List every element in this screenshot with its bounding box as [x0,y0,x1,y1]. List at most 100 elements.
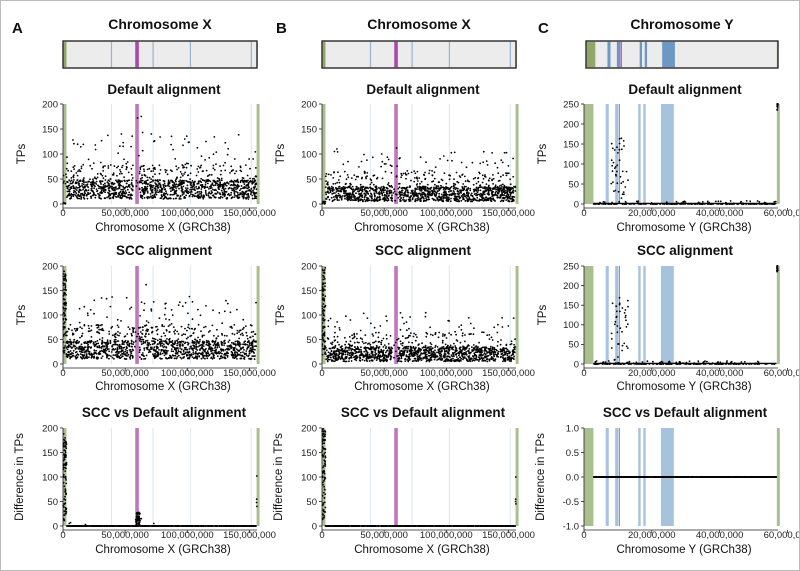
data-point [113,192,115,195]
data-point [245,190,248,193]
x-axis-label: Chromosome X (GRCh38) [95,381,231,393]
data-point [117,187,119,190]
data-point [117,165,120,168]
ideogram-border [62,40,258,69]
data-point [69,338,71,341]
data-point [79,336,81,339]
data-point [184,341,187,344]
data-point [507,186,509,189]
data-point [407,191,410,194]
data-point [485,196,488,199]
data-point [370,193,373,196]
data-point [115,351,117,354]
data-point [141,176,144,179]
data-point [204,186,207,189]
data-point [228,186,231,189]
data-point [148,342,150,345]
data-point [434,199,437,202]
data-point [146,330,149,333]
data-point [239,351,242,354]
data-point [328,186,330,189]
data-point [195,185,198,188]
data-point [496,196,499,198]
x-tick-label: 50,000,000 [101,530,149,541]
data-point [502,200,505,203]
data-point [172,181,174,183]
data-point [139,326,142,329]
data-point [143,164,145,167]
data-point [181,186,183,189]
data-point [64,477,67,479]
data-point [241,328,244,331]
region-band-centromere [394,104,398,204]
data-point [116,166,118,169]
data-point [194,355,197,358]
data-point [129,349,132,351]
data-point [235,348,238,351]
data-point [431,174,434,177]
data-point [170,348,173,350]
region-band-ampliconic [509,104,511,204]
data-point [67,327,70,330]
data-point [397,187,400,190]
data-point [164,188,167,191]
data-point [226,345,229,347]
data-point [77,170,79,173]
data-point [254,186,256,189]
data-point [460,192,463,194]
data-point [130,352,133,355]
data-point [105,349,108,352]
data-point [497,180,500,182]
data-point [206,350,209,353]
data-point [102,170,105,172]
data-point [73,179,75,181]
data-point [200,353,203,356]
data-point [80,192,82,195]
data-point [250,344,253,347]
data-point [78,169,81,171]
data-point [324,175,327,178]
data-point [185,179,188,182]
data-point [213,357,216,359]
data-point [146,176,149,179]
data-point [141,326,144,328]
data-point [252,339,255,341]
data-point [96,326,99,329]
data-point [492,197,495,200]
data-point [190,182,193,184]
data-point [162,180,165,182]
data-point [122,145,124,148]
data-point [63,506,65,508]
data-point [84,523,87,526]
data-point [109,305,112,308]
data-point [363,188,366,191]
x-tick-label: 50,000,000 [101,368,149,379]
data-point [197,323,200,326]
data-point [138,517,141,519]
data-point [240,357,243,360]
data-point [66,190,69,193]
data-point [384,189,387,192]
data-point [165,318,167,320]
data-point [487,188,490,191]
data-point [217,335,220,337]
data-point [353,174,356,177]
data-point [231,332,234,335]
data-point [473,190,475,193]
data-point [451,192,454,195]
data-point [111,345,114,347]
data-point [211,194,214,197]
data-point [100,183,102,185]
data-point [127,340,130,343]
data-point [512,187,514,190]
ideogram-region-ampliconic [189,41,192,68]
data-point [93,299,96,302]
data-point [188,348,191,350]
data-point [94,196,97,199]
data-point [223,344,226,346]
data-point [342,163,345,166]
data-point [146,348,149,351]
data-point [82,351,84,354]
